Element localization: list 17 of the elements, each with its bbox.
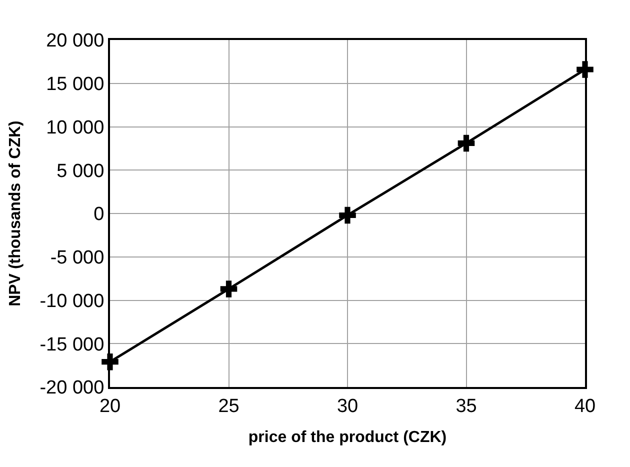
y-tick-label: 10 000 (46, 117, 104, 138)
y-tick-label: 0 (94, 204, 104, 226)
x-tick-label: 25 (218, 396, 240, 417)
x-axis-title: price of the product (CZK) (248, 429, 447, 446)
y-tick-label: -10 000 (40, 290, 104, 312)
point (339, 206, 356, 224)
y-axis-title: NPV (thousands of CZK) (7, 120, 24, 306)
y-tick-label: 5 000 (56, 160, 104, 182)
x-tick-label: 35 (456, 396, 477, 417)
point (220, 280, 238, 298)
point (458, 134, 475, 152)
y-tick-label: 15 000 (46, 74, 104, 96)
y-tick-label: -15 000 (40, 334, 104, 356)
y-tick-label: -5 000 (50, 248, 104, 269)
x-tick-label: 40 (574, 396, 596, 417)
x-tick-label: 30 (336, 396, 358, 417)
y-tick-label: 20 000 (46, 30, 104, 52)
